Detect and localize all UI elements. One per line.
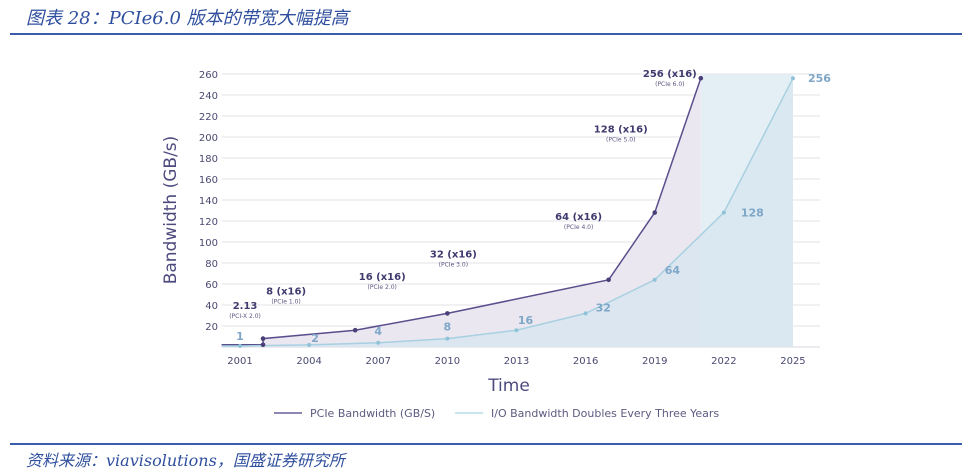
y-tick-label: 40 (205, 301, 218, 312)
pcie-data-label: 128 (x16) (594, 125, 648, 136)
legend-label-pcie: PCIe Bandwidth (GB/S) (310, 407, 435, 420)
io-data-point (721, 210, 726, 215)
y-tick-label: 60 (205, 280, 218, 291)
io-area (221, 78, 793, 347)
y-tick-label: 20 (205, 322, 218, 333)
io-data-label: 16 (518, 314, 534, 327)
io-data-label: 32 (596, 301, 611, 314)
y-tick-label: 80 (205, 259, 218, 270)
pcie-data-point (445, 311, 450, 316)
pcie-version-label: (PCIe 2.0) (367, 284, 396, 291)
io-data-label: 256 (808, 72, 831, 85)
title-divider (10, 33, 962, 35)
y-tick-label: 120 (199, 217, 218, 228)
pcie-data-point (698, 75, 704, 81)
y-tick-label: 140 (199, 196, 218, 207)
legend-label-io: I/O Bandwidth Doubles Every Three Years (491, 407, 719, 420)
y-tick-label: 100 (199, 238, 218, 249)
pcie-data-point (652, 210, 658, 215)
pcie-version-label: (PCIe 1.0) (271, 299, 300, 306)
pcie-data-label: 256 (x16) (643, 69, 697, 80)
source-note: 资料来源：viavisolutions，国盛证券研究所 (26, 451, 345, 470)
pcie-data-label: 64 (x16) (555, 212, 602, 223)
pcie-version-label: (PCIe 3.0) (439, 261, 468, 268)
x-tick-label: 2007 (366, 356, 391, 367)
io-data-point (238, 343, 242, 348)
y-tick-label: 180 (199, 154, 218, 165)
io-data-point (790, 76, 795, 81)
pcie-version-label: (PCIe 5.0) (606, 137, 635, 144)
io-data-label: 4 (374, 325, 382, 338)
io-data-label: 8 (444, 321, 452, 334)
y-axis-label: Bandwidth (GB/s) (161, 136, 181, 285)
x-tick-label: 2016 (573, 356, 598, 367)
pcie-version-label: (PCI-X 2.0) (229, 313, 261, 320)
io-data-label: 2 (311, 332, 319, 345)
pcie-version-label: (PCIe 6.0) (655, 81, 684, 88)
pcie-data-point (352, 327, 358, 333)
io-data-label: 1 (236, 330, 244, 343)
io-data-label: 64 (665, 264, 681, 277)
x-tick-label: 2004 (296, 356, 321, 367)
x-tick-label: 2010 (435, 356, 460, 367)
footer-divider (10, 443, 962, 445)
x-tick-label: 2019 (642, 356, 667, 367)
x-tick-label: 2025 (780, 356, 805, 367)
x-tick-label: 2013 (504, 356, 529, 367)
io-data-point (652, 277, 657, 282)
x-tick-label: 2001 (227, 356, 252, 367)
pcie-data-label: 16 (x16) (359, 272, 406, 283)
figure-title: 图表 28：PCIe6.0 版本的带宽大幅提高 (26, 8, 349, 29)
y-tick-label: 220 (199, 112, 218, 123)
pcie-data-label: 2.13 (233, 301, 258, 312)
y-tick-label: 240 (199, 91, 218, 102)
io-data-point (514, 328, 519, 333)
y-tick-label: 260 (199, 70, 218, 81)
y-tick-label: 160 (199, 175, 218, 186)
io-line (221, 77, 794, 347)
x-axis-label: Time (487, 376, 530, 396)
pcie-version-label: (PCIe 4.0) (564, 224, 593, 231)
io-data-point (445, 336, 450, 341)
io-data-label: 128 (741, 207, 764, 220)
pcie-data-label: 32 (x16) (430, 249, 477, 260)
x-tick-label: 2022 (711, 356, 736, 367)
y-tick-label: 200 (199, 133, 218, 144)
io-data-point (307, 342, 312, 347)
pcie-data-label: 8 (x16) (266, 287, 306, 298)
io-data-point (376, 340, 381, 345)
pcie-data-point (260, 336, 266, 341)
pcie-data-point (260, 342, 266, 348)
io-data-point (583, 311, 588, 316)
pcie-data-point (606, 277, 611, 283)
